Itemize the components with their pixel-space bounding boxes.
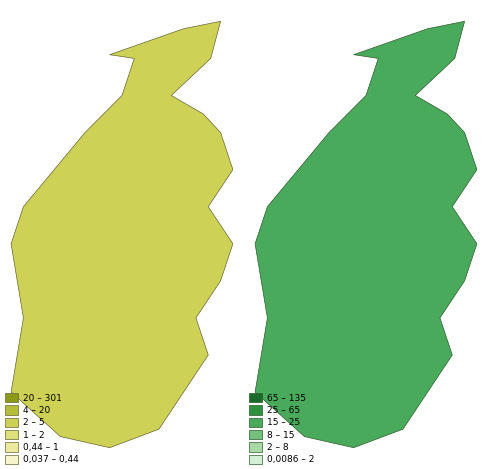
Legend: 20 – 301, 4 – 20, 2 – 5, 1 – 2, 0,44 – 1, 0,037 – 0,44: 20 – 301, 4 – 20, 2 – 5, 1 – 2, 0,44 – 1… (4, 393, 78, 464)
Polygon shape (255, 21, 477, 448)
Legend: 65 – 135, 25 – 65, 15 – 25, 8 – 15, 2 – 8, 0,0086 – 2: 65 – 135, 25 – 65, 15 – 25, 8 – 15, 2 – … (248, 393, 314, 464)
Polygon shape (11, 21, 233, 448)
